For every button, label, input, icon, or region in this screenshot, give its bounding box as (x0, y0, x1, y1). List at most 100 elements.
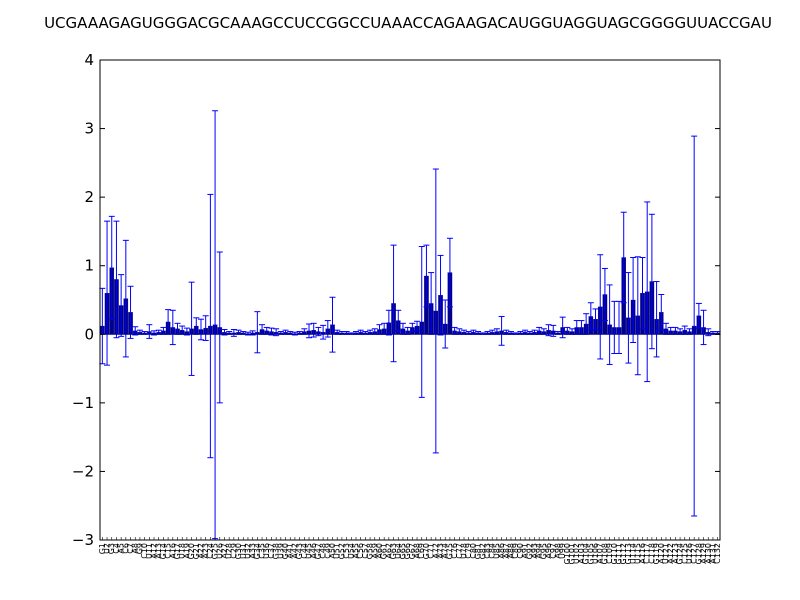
errorbar-G112 (620, 211, 627, 304)
errorbar-A8 (132, 326, 139, 336)
chart-title: UCGAAAGAGUGGGACGCAAAGCCUCCGGCCUAAACCAGAA… (44, 14, 772, 32)
x-tick-label-G113: G113 (624, 543, 633, 564)
x-tick-label-A50: A50 (328, 543, 337, 559)
x-tick-label-G65: G65 (398, 543, 407, 559)
errorbar-C24 (207, 193, 214, 459)
errorbar-U114 (630, 256, 637, 344)
errorbar-G20 (188, 281, 195, 376)
x-tick-label-A12: A12 (150, 543, 159, 559)
errorbar-G105 (587, 302, 594, 331)
x-tick-label-G95: G95 (539, 543, 548, 559)
x-tick-label-A13: A13 (154, 543, 163, 559)
x-tick-label-G30: G30 (234, 543, 243, 559)
x-tick-label-G34: G34 (253, 543, 262, 559)
x-tick-label-A68: A68 (413, 543, 422, 559)
x-tick-label-C79: C79 (464, 543, 473, 559)
x-tick-label-G38: G38 (272, 543, 281, 559)
x-tick-label-C10: C10 (140, 543, 149, 559)
x-tick-label-A107: A107 (596, 543, 605, 564)
x-tick-label-G47: G47 (314, 543, 323, 559)
x-tick-label-C84: C84 (488, 543, 497, 559)
x-tick-label-G14: G14 (159, 543, 168, 559)
errorbar-U26 (216, 251, 223, 404)
x-tick-label-G40: G40 (281, 543, 290, 559)
x-tick-label-C89: C89 (511, 543, 520, 559)
errorbar-U2 (104, 220, 111, 366)
x-tick-label-U106: U106 (591, 543, 600, 564)
errorbar-G75 (446, 237, 453, 308)
errorbar-C6 (122, 239, 129, 358)
errorbar-A129 (700, 309, 707, 346)
x-tick-label-U85: U85 (492, 543, 501, 559)
x-tick-label-C4: C4 (112, 543, 121, 554)
x-tick-label-G128: G128 (694, 543, 703, 564)
x-tick-label-C118: C118 (647, 543, 656, 564)
x-tick-label-C6: C6 (121, 543, 130, 554)
x-tick-label-U126: U126 (685, 543, 694, 564)
y-tick-label: −3 (72, 531, 94, 549)
x-tick-label-G110: G110 (610, 543, 619, 564)
errorbar-A120 (658, 294, 665, 331)
x-tick-label-G67: G67 (408, 543, 417, 559)
x-tick-label-C44: C44 (300, 543, 309, 559)
x-tick-label-A98: A98 (553, 543, 562, 559)
x-tick-label-C29: C29 (229, 543, 238, 559)
x-tick-label-C48: C48 (319, 543, 328, 559)
y-axis: −3 −2 −1 0 1 2 3 4 (72, 51, 720, 549)
errorbar-A74 (442, 299, 449, 349)
errorbar-C109 (606, 284, 613, 365)
errorbar-A72 (432, 168, 439, 454)
x-tick-label-G100: G100 (563, 543, 572, 564)
x-tick-label-C80: C80 (469, 543, 478, 559)
x-tick-label-G61: G61 (380, 543, 389, 559)
errorbar-C118 (648, 213, 655, 350)
errorbar-G34 (254, 311, 261, 354)
x-tick-label-G21: G21 (192, 543, 201, 559)
errorbar-U45 (306, 323, 313, 339)
x-tick-label-C83: C83 (483, 543, 492, 559)
x-tick-label-G108: G108 (600, 543, 609, 564)
x-tick-label-U31: U31 (239, 543, 248, 559)
x-tick-label-A120: A120 (657, 543, 666, 564)
plot-frame (99, 59, 721, 541)
x-tick-label-C69: C69 (417, 543, 426, 559)
errorbar-A86 (498, 315, 505, 346)
errorbar-G111 (616, 300, 623, 354)
x-tick-label-A60: A60 (375, 543, 384, 559)
errorbar-C48 (320, 324, 327, 340)
x-tick-label-A91: A91 (521, 543, 530, 559)
x-tick-label-G9: G9 (135, 543, 144, 554)
x-tick-label-A22: A22 (196, 543, 205, 559)
x-tick-label-A122: A122 (666, 543, 675, 564)
errorbar-G63 (390, 244, 397, 363)
x-tick-label-U78: U78 (460, 543, 469, 559)
x-tick-label-U32: U32 (243, 543, 252, 559)
x-tick-label-U45: U45 (305, 543, 314, 559)
x-tick-label-G92: G92 (525, 543, 534, 559)
x-tick-label-A129: A129 (699, 543, 708, 564)
x-tick-label-A130: A130 (704, 543, 713, 564)
x-tick-label-A19: A19 (182, 543, 191, 559)
x-tick-label-A88: A88 (506, 543, 515, 559)
x-tick-label-U2: U2 (103, 543, 112, 554)
x-tick-label-G63: G63 (389, 543, 398, 559)
x-tick-label-A41: A41 (286, 543, 295, 559)
x-tick-label-U36: U36 (262, 543, 271, 559)
errorbar-A16 (169, 309, 176, 346)
x-tick-label-A5: A5 (117, 543, 126, 554)
x-tick-label-C90: C90 (516, 543, 525, 559)
errorbar-A116 (639, 256, 646, 330)
x-tick-label-G17: G17 (173, 543, 182, 559)
x-tick-label-G111: G111 (615, 543, 624, 564)
errorbar-G67 (409, 322, 416, 333)
x-tick-label-C7: C7 (126, 543, 135, 554)
x-tick-label-A94: A94 (535, 543, 544, 559)
errorbar-U106 (592, 308, 599, 330)
errorbar-A68 (414, 320, 421, 332)
x-tick-label-A42: A42 (290, 543, 299, 559)
errorbar-A50 (329, 296, 336, 353)
x-tick-label-A87: A87 (502, 543, 511, 559)
x-tick-label-C109: C109 (605, 543, 614, 564)
x-tick-label-U39: U39 (276, 543, 285, 559)
